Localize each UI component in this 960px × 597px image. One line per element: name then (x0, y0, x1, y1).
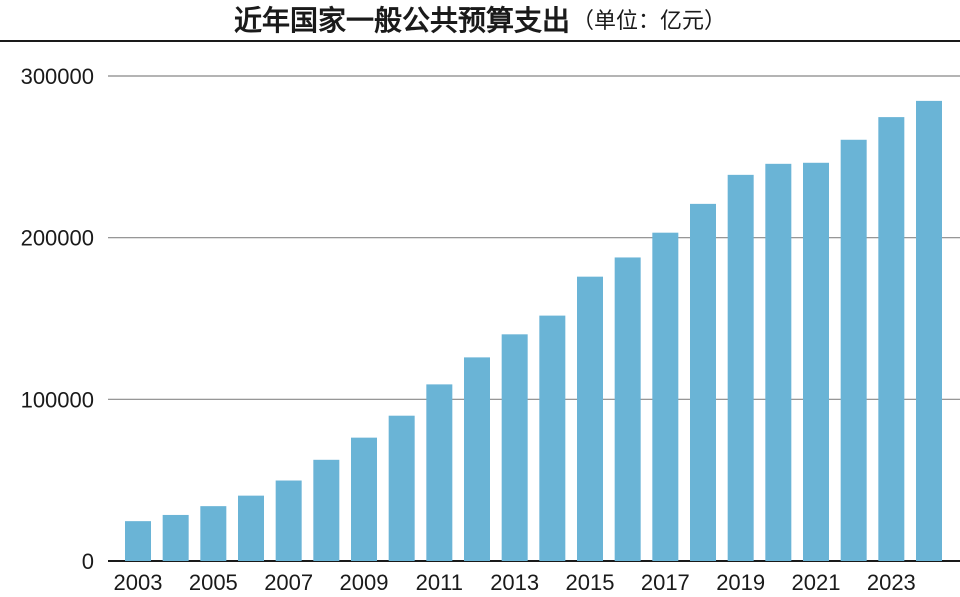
bar-2005 (200, 506, 227, 561)
x-tick-label: 2021 (792, 570, 841, 595)
title-bar: 近年国家一般公共预算支出 （单位：亿元） (0, 0, 960, 38)
bar-2021 (803, 162, 829, 561)
x-tick-label: 2003 (114, 570, 163, 595)
x-tick-label: 2017 (641, 570, 690, 595)
bar-2010 (388, 415, 415, 561)
bar-2020 (765, 163, 792, 561)
bar-2013 (501, 334, 528, 561)
bar-2017 (652, 232, 679, 561)
x-tick-label: 2011 (416, 570, 463, 595)
bar-2016 (614, 257, 641, 561)
tick-labels: 0 100000 200000 300000 2003 2005 2007 2009 2011 2… (21, 64, 916, 595)
bar-2008 (313, 459, 340, 561)
chart-unit: （单位：亿元） (572, 9, 727, 34)
bar-2004 (162, 514, 189, 561)
y-tick-label: 200000 (21, 226, 94, 251)
bar-2009 (351, 437, 377, 561)
bar-2022 (840, 139, 867, 561)
x-tick-label: 2019 (716, 570, 765, 595)
bars (125, 100, 942, 562)
bar-2007 (275, 480, 302, 561)
bar-2019 (727, 174, 754, 561)
y-tick-label: 100000 (21, 387, 94, 412)
bar-2018 (690, 203, 716, 561)
title-divider (0, 40, 960, 42)
bar-2023 (878, 117, 905, 562)
x-tick-label: 2009 (340, 570, 389, 595)
x-tick-label: 2007 (264, 570, 313, 595)
bar-2024 (916, 100, 942, 561)
x-tick-label: 2015 (566, 570, 615, 595)
y-tick-label: 300000 (21, 64, 94, 89)
bar-2011 (426, 384, 453, 561)
y-tick-label: 0 (82, 549, 94, 574)
bar-2015 (577, 276, 603, 561)
bar-2003 (125, 521, 151, 561)
gridlines (108, 75, 960, 562)
chart-title: 近年国家一般公共预算支出 (233, 4, 570, 37)
x-tick-label: 2005 (189, 570, 238, 595)
x-tick-label: 2013 (490, 570, 539, 595)
bar-2012 (464, 357, 490, 561)
bar-2006 (238, 495, 264, 561)
x-tick-label: 2023 (867, 570, 916, 595)
bar-2014 (539, 315, 566, 561)
